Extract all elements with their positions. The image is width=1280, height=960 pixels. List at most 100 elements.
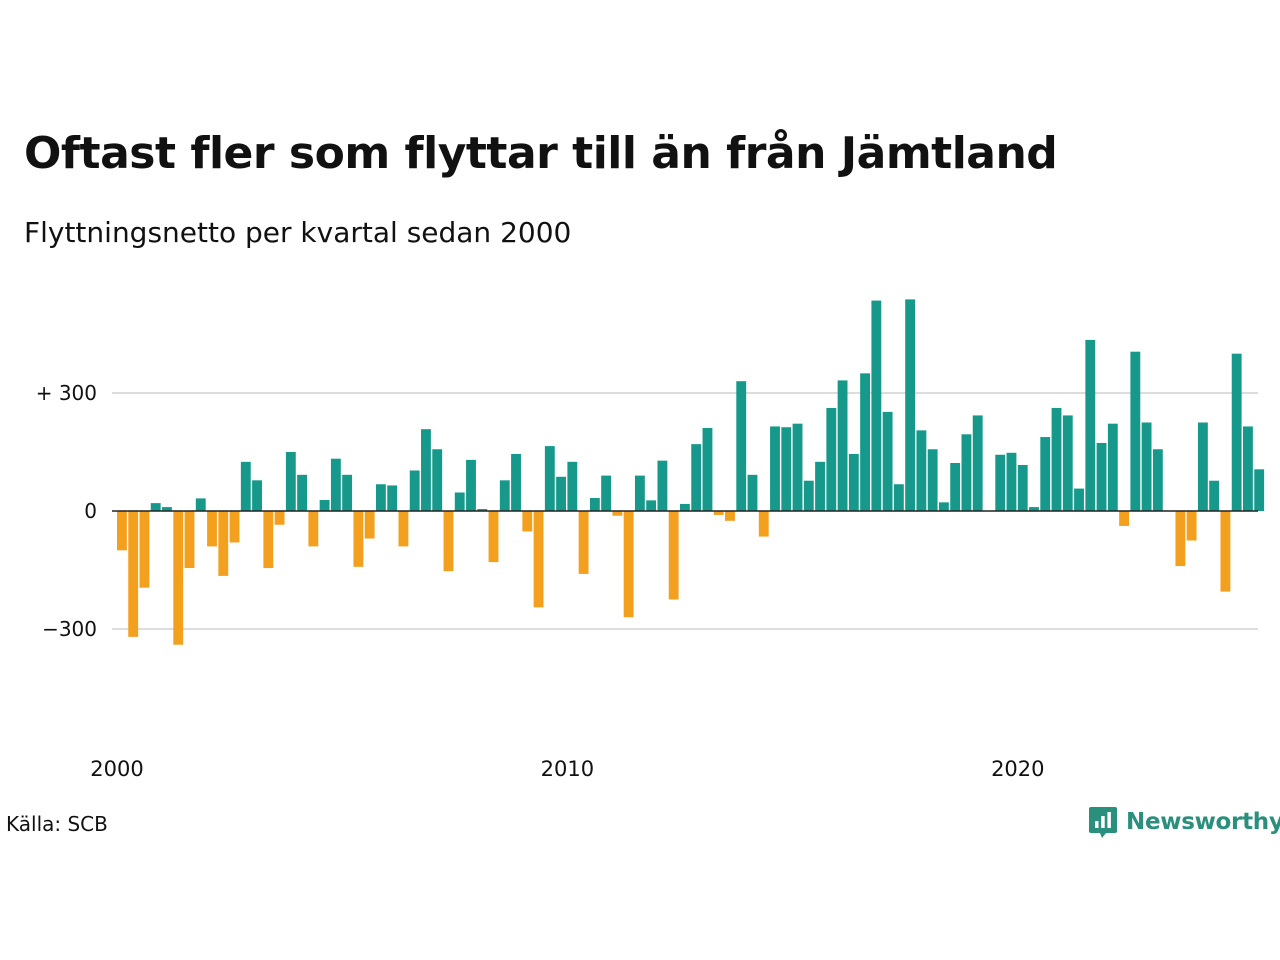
bar	[466, 459, 476, 511]
bar	[117, 511, 127, 551]
bar	[454, 492, 465, 511]
bar	[792, 423, 803, 511]
bar	[240, 461, 251, 511]
bar	[905, 299, 916, 511]
bar	[567, 461, 578, 511]
bar	[522, 511, 533, 532]
bar	[1017, 464, 1028, 511]
bar	[488, 511, 499, 563]
bar	[342, 474, 353, 511]
bar	[848, 453, 859, 511]
bar	[229, 511, 240, 543]
bar	[330, 458, 341, 511]
bar	[443, 511, 454, 572]
bar	[623, 511, 634, 618]
bar-chart-bubble-icon	[1089, 807, 1117, 838]
bar	[285, 452, 296, 511]
newsworthy-logo: Newsworthy	[1088, 804, 1280, 840]
bar	[364, 511, 375, 539]
bar	[252, 480, 262, 511]
bar	[1186, 511, 1197, 541]
bar	[770, 426, 780, 511]
y-axis-ticks: −300 0 + 300	[36, 381, 97, 641]
bar	[421, 429, 431, 511]
bar	[815, 461, 825, 511]
bar	[173, 511, 184, 645]
bar	[961, 434, 972, 511]
bar	[319, 499, 330, 511]
bar	[1040, 437, 1051, 511]
x-tick-label: 2020	[991, 757, 1044, 781]
bar	[871, 300, 882, 511]
bar	[927, 449, 938, 511]
bar	[195, 498, 206, 511]
bar	[387, 485, 398, 511]
bar	[972, 415, 983, 511]
bar	[646, 500, 657, 511]
chart-subtitle: Flyttningsnetto per kvartal sedan 2000	[24, 216, 572, 249]
bar	[826, 407, 837, 511]
bar	[308, 511, 319, 547]
y-tick-label: 0	[84, 499, 97, 523]
bar	[1243, 426, 1253, 511]
x-axis-ticks: 2000 2010 2020	[90, 757, 1044, 781]
bar	[736, 381, 747, 511]
bar	[1006, 452, 1017, 511]
bar	[398, 511, 409, 547]
bar	[1074, 488, 1084, 511]
x-tick-label: 2000	[90, 757, 143, 781]
bar	[860, 373, 871, 511]
bar	[218, 511, 229, 576]
bar	[162, 507, 172, 511]
bar	[1051, 407, 1062, 511]
bar	[274, 511, 285, 525]
bar	[893, 484, 904, 511]
bar	[1085, 339, 1096, 511]
chart-title: Oftast fler som flyttar till än från Jäm…	[24, 128, 1058, 179]
bar	[556, 476, 566, 511]
bar	[499, 480, 510, 511]
bar	[1141, 422, 1152, 511]
bar	[882, 411, 893, 511]
bar	[511, 453, 521, 511]
bars	[117, 299, 1265, 645]
bar	[1209, 480, 1220, 511]
bar	[702, 428, 713, 511]
bar	[1254, 469, 1265, 511]
bar	[601, 475, 612, 511]
bar	[297, 474, 308, 511]
bar	[1231, 353, 1242, 511]
x-tick-label: 2010	[541, 757, 594, 781]
bar	[409, 470, 420, 511]
bar	[477, 509, 488, 511]
bar	[150, 503, 161, 511]
bar	[803, 480, 814, 511]
bar	[128, 511, 139, 637]
bar	[1029, 507, 1039, 511]
bar	[713, 511, 724, 515]
bar	[680, 503, 690, 511]
bar	[1175, 511, 1186, 567]
bar	[668, 511, 679, 600]
bar	[1096, 442, 1107, 511]
bar	[263, 511, 274, 569]
bar	[207, 511, 217, 547]
source-note: Källa: SCB	[6, 812, 108, 836]
bar	[139, 511, 150, 588]
bar	[1220, 511, 1231, 592]
y-tick-label: + 300	[36, 381, 97, 405]
brand-name: Newsworthy	[1126, 809, 1280, 835]
bar	[544, 446, 555, 511]
bar	[533, 511, 544, 608]
bar	[950, 463, 961, 511]
bar	[1197, 422, 1208, 511]
bar	[837, 380, 848, 511]
bar	[375, 484, 386, 511]
bar	[1119, 511, 1129, 526]
bar	[747, 474, 758, 511]
bar	[995, 454, 1006, 511]
bar	[432, 449, 443, 511]
bar	[725, 511, 735, 521]
bar	[1152, 449, 1163, 511]
bar	[612, 511, 623, 516]
